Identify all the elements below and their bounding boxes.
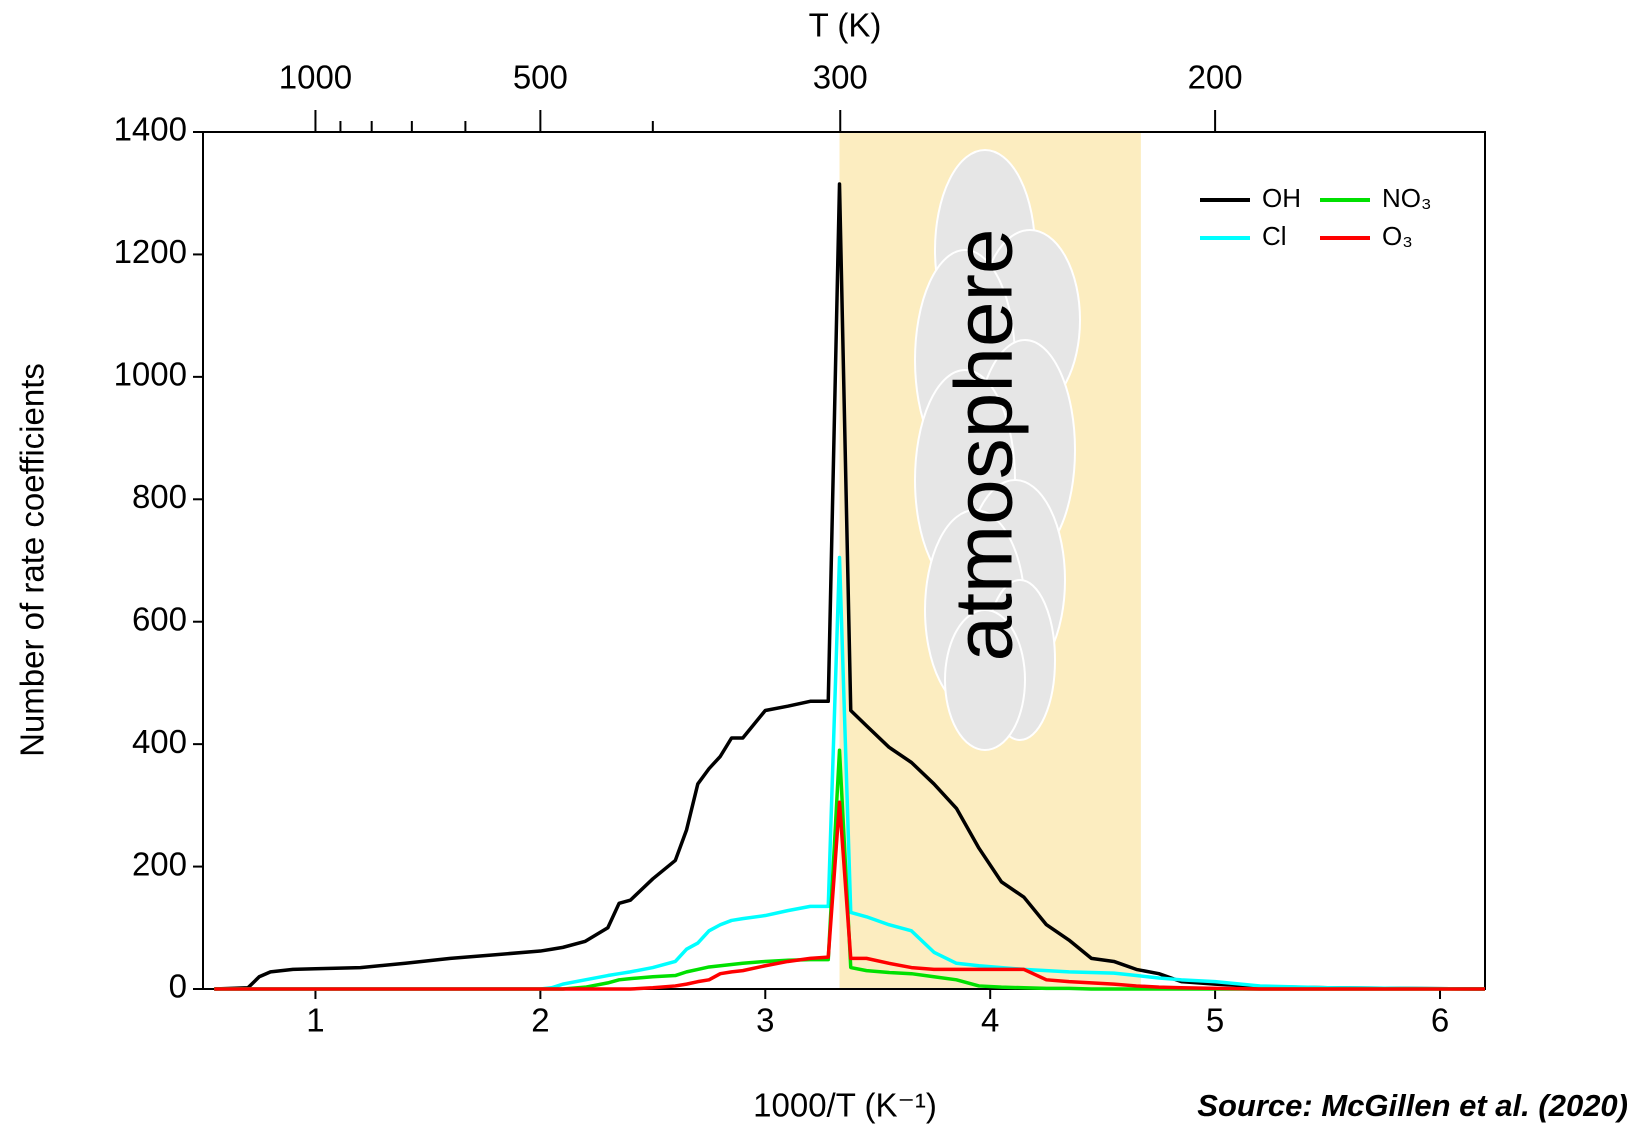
- cloud: [914, 149, 1081, 751]
- y-tick-label: 0: [169, 968, 187, 1005]
- legend-label: NO₃: [1382, 183, 1432, 213]
- x-tick-label: 5: [1206, 1002, 1224, 1039]
- y-tick-label: 800: [132, 478, 187, 515]
- x-tick-label: 6: [1431, 1002, 1449, 1039]
- y-tick-label: 1200: [114, 233, 187, 270]
- y-axis-title: Number of rate coefficients: [14, 363, 51, 757]
- series-line: [214, 182, 1486, 991]
- plot-frame: [202, 131, 1486, 990]
- y-tick-label: 1400: [114, 111, 187, 148]
- y-tick-label: 400: [132, 723, 187, 760]
- top-tick-label: 500: [513, 59, 568, 96]
- top-tick-label: 300: [813, 59, 868, 96]
- x-tick-label: 3: [756, 1002, 774, 1039]
- legend-label: O₃: [1382, 221, 1413, 251]
- source: Source: McGillen et al. (2020): [1197, 1088, 1628, 1123]
- legend-label: OH: [1262, 183, 1301, 213]
- annotation: atmosphere: [939, 228, 1030, 661]
- x-axis-title: 1000/T (K⁻¹): [753, 1087, 937, 1124]
- x-tick-label: 2: [531, 1002, 549, 1039]
- top-axis-title: T (K): [809, 7, 882, 44]
- top-tick-label: 200: [1188, 59, 1243, 96]
- series-line: [214, 800, 1485, 991]
- x-tick-label: 1: [306, 1002, 324, 1039]
- y-tick-label: 1000: [114, 356, 187, 393]
- y-tick-label: 600: [132, 600, 187, 637]
- legend-label: Cl: [1262, 221, 1287, 251]
- y-tick-label: 200: [132, 845, 187, 882]
- top-tick-label: 1000: [279, 59, 352, 96]
- x-tick-label: 4: [981, 1002, 999, 1039]
